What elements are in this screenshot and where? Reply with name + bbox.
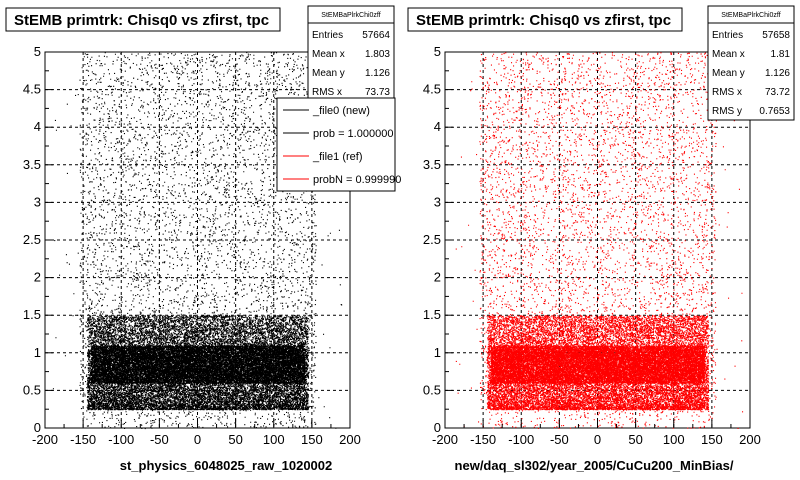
y-tick-label: 2: [34, 270, 41, 285]
x-tick-label: 100: [263, 432, 285, 447]
y-tick-label: 0: [34, 420, 41, 435]
x-tick-label: 200: [339, 432, 361, 447]
left-title-box: [5, 7, 281, 32]
stats-value: 73.72: [765, 87, 790, 98]
stats-label: Mean y: [712, 68, 745, 79]
stats-label: RMS x: [712, 87, 742, 98]
right-title-box: [407, 7, 683, 32]
x-tick-label: 50: [628, 432, 642, 447]
right-stats-box: StEMBaPlrkChi0zff Entries 57658 Mean x 1.81…: [707, 5, 795, 121]
legend-label: prob = 1.000000: [313, 128, 393, 140]
scatter-markers: [455, 52, 744, 429]
left-stats-name: StEMBaPlrkChi0zff: [321, 12, 380, 19]
x-tick-label: 0: [594, 432, 601, 447]
y-tick-label: 4: [34, 119, 41, 134]
y-tick-label: 2.5: [23, 232, 41, 247]
y-tick-label: 0: [434, 420, 441, 435]
left-x-axis-title: st_physics_6048025_raw_1020002: [120, 458, 333, 473]
x-tick-label: -100: [108, 432, 134, 447]
x-tick-label: -150: [70, 432, 96, 447]
x-tick-label: -100: [508, 432, 534, 447]
stats-value: 57664: [362, 30, 390, 41]
x-tick-label: -150: [470, 432, 496, 447]
y-tick-label: 4.5: [423, 82, 441, 97]
right-x-axis-title: new/daq_sl302/year_2005/CuCu200_MinBias/: [455, 458, 734, 473]
y-tick-label: 1.5: [23, 307, 41, 322]
legend-label: _file0 (new): [312, 105, 370, 117]
x-tick-label: -200: [32, 432, 58, 447]
stats-label: RMS y: [712, 106, 742, 117]
x-tick-label: 150: [701, 432, 723, 447]
stats-label: Mean y: [312, 68, 345, 79]
y-tick-label: 3: [34, 194, 41, 209]
x-tick-label: 0: [194, 432, 201, 447]
y-tick-label: 2.5: [423, 232, 441, 247]
x-tick-label: 200: [739, 432, 761, 447]
stats-value: 57658: [762, 30, 790, 41]
stats-label: Entries: [312, 30, 343, 41]
stats-value: 73.73: [365, 87, 390, 98]
y-tick-label: 1.5: [423, 307, 441, 322]
scatter-markers: [52, 52, 343, 430]
x-tick-label: -50: [150, 432, 169, 447]
y-tick-label: 0.5: [423, 382, 441, 397]
y-tick-label: 5: [34, 44, 41, 59]
stats-label: Mean x: [312, 49, 345, 60]
y-tick-label: 1: [34, 345, 41, 360]
right-axes: -200 -150 -100 -50 0 50 100 150 200 0 0.5 1 1.5 2 2.5 3…: [423, 44, 761, 447]
y-tick-label: 3.5: [423, 157, 441, 172]
left-axes: -200 -150 -100 -50 0 50 100 150 200 0 0.5 1 1.5 2 2.5 3…: [23, 44, 361, 447]
left-scatter-points: [52, 52, 343, 430]
y-tick-label: 2: [434, 270, 441, 285]
right-stats-name: StEMBaPlrkChi0zff: [721, 12, 780, 19]
stats-value: 1.81: [771, 49, 791, 60]
left-stats-box: StEMBaPlrkChi0zff Entries 57664 Mean x 1.80…: [307, 5, 395, 101]
y-tick-label: 5: [434, 44, 441, 59]
y-tick-label: 3: [434, 194, 441, 209]
x-tick-label: 100: [663, 432, 685, 447]
x-tick-label: 150: [301, 432, 323, 447]
stats-label: RMS x: [312, 87, 342, 98]
legend-label: _file1 (ref): [312, 151, 363, 163]
x-tick-label: -50: [550, 432, 569, 447]
right-title: StEMB primtrk: Chisq0 vs zfirst, tpc: [416, 12, 671, 29]
y-tick-label: 4.5: [23, 82, 41, 97]
y-tick-label: 4: [434, 119, 441, 134]
right-scatter-points: [455, 52, 744, 429]
legend-label: probN = 0.999990: [313, 174, 401, 186]
x-tick-label: -200: [432, 432, 458, 447]
y-tick-label: 0.5: [23, 382, 41, 397]
stats-label: Entries: [712, 30, 743, 41]
stats-value: 0.7653: [759, 106, 790, 117]
right-panel: StEMB primtrk: Chisq0 vs zfirst, tpc -20…: [407, 5, 795, 473]
left-legend: _file0 (new) prob = 1.000000 _file1 (ref) p…: [276, 97, 401, 192]
stats-label: Mean x: [712, 49, 745, 60]
y-tick-label: 3.5: [23, 157, 41, 172]
x-tick-label: 50: [228, 432, 242, 447]
left-title: StEMB primtrk: Chisq0 vs zfirst, tpc: [14, 12, 269, 29]
y-tick-label: 1: [434, 345, 441, 360]
stats-value: 1.803: [365, 49, 390, 60]
stats-value: 1.126: [365, 68, 390, 79]
left-panel: StEMB primtrk: Chisq0 vs zfirst, tpc -20…: [5, 5, 401, 473]
stats-value: 1.126: [765, 68, 790, 79]
